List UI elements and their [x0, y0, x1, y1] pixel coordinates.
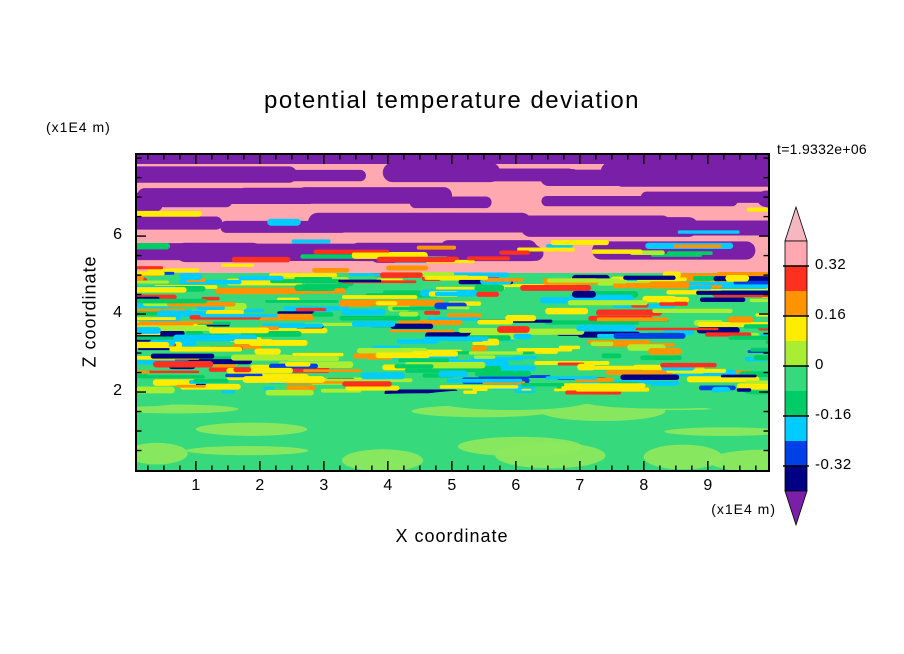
x-tick-label: 3	[319, 477, 329, 494]
timestamp-label: t=1.9332e+06	[777, 141, 868, 157]
colorbar-label: -0.16	[815, 406, 852, 423]
heatmap-field	[137, 155, 768, 470]
x-tick-label: 4	[383, 477, 393, 494]
plot-title: potential temperature deviation	[263, 87, 641, 114]
x-tick-label: 7	[575, 477, 585, 494]
y-tick-label: 4	[113, 304, 122, 322]
x-tick-label: 6	[511, 477, 521, 494]
x-tick-label: 8	[639, 477, 649, 494]
x-axis-title: X coordinate	[395, 526, 509, 546]
x-tick-label: 1	[191, 477, 201, 494]
y-axis-unit-label: (x1E4 m)	[46, 119, 111, 135]
colorbar-label: -0.32	[815, 456, 852, 473]
colorbar-label: 0.16	[815, 306, 847, 323]
colorbar-label: 0.32	[815, 256, 847, 273]
x-tick-label: 2	[255, 477, 265, 494]
colorbar	[783, 205, 809, 527]
x-axis-unit-label: (x1E4 m)	[711, 501, 776, 517]
y-tick-label: 6	[113, 226, 122, 244]
x-tick-label: 5	[447, 477, 457, 494]
colorbar-label: 0	[815, 356, 824, 373]
x-tick-label: 9	[703, 477, 713, 494]
plot-area	[135, 153, 770, 472]
y-tick-label: 2	[113, 382, 122, 400]
